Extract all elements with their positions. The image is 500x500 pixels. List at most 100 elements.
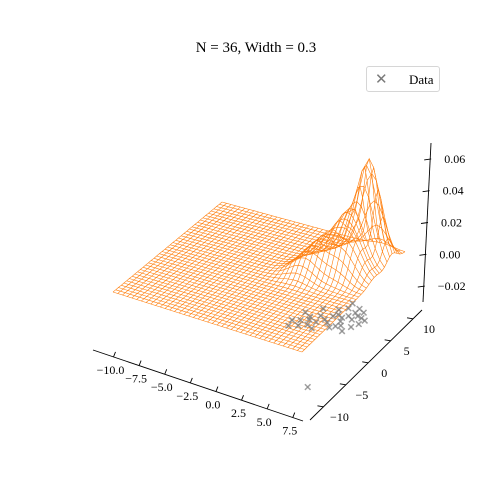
z-tick-mark [422, 190, 430, 193]
surface-line-y [142, 267, 331, 325]
scatter-point-stroke [306, 316, 313, 323]
scatter-point [360, 309, 368, 316]
scatter-point [317, 312, 324, 320]
surface-line-y [167, 246, 354, 303]
scatter-point-stroke [338, 314, 346, 322]
z-tick-label: −0.02 [438, 279, 466, 293]
scatter-point-stroke [345, 312, 352, 320]
surface-line-y [129, 278, 318, 338]
surface-line-y [172, 242, 359, 298]
x-tick-label: 2.5 [231, 406, 246, 420]
y-tick-mark [317, 405, 324, 408]
surface-line-y [205, 164, 390, 257]
scatter-point [323, 319, 331, 327]
x-tick-mark [266, 403, 270, 410]
surface-wireframe [112, 157, 406, 353]
x-axis: −10.0−7.5 −5.0−2.5 0.0 2.5 5.0 7.5 [92, 349, 304, 438]
surface-line-y [219, 204, 403, 254]
z-tick-mark [419, 253, 427, 256]
scatter-point-stroke [319, 305, 327, 313]
scatter-point-stroke [326, 324, 333, 331]
scatter-point-stroke [347, 323, 355, 331]
x-tick-mark [215, 386, 219, 392]
z-axis: −0.02 0.00 0.02 0.04 0.06 [417, 142, 466, 303]
scatter-point [361, 317, 369, 324]
scatter-point-stroke [302, 308, 309, 316]
y-tick-label: 5 [404, 344, 410, 358]
scatter-point-stroke [337, 322, 345, 329]
scatter-point-stroke [312, 318, 320, 326]
y-tick-mark [362, 361, 369, 364]
x-tick-label: −2.5 [176, 389, 198, 403]
surface-line-y [115, 289, 305, 350]
scatter-point [347, 323, 355, 331]
surface-line-y [175, 240, 362, 295]
scatter-point-stroke [297, 316, 304, 324]
z-tick-label: 0.02 [441, 216, 462, 230]
scatter-point-stroke [355, 320, 363, 328]
surface-line-y [216, 206, 401, 255]
z-tick-label: 0.04 [443, 184, 464, 198]
scatter-point-stroke [323, 319, 331, 327]
scatter-point [335, 306, 343, 314]
scatter-point-stroke [360, 309, 368, 316]
surface-line-y [134, 273, 323, 333]
scatter-point [319, 305, 327, 313]
scatter-point-stroke [348, 316, 356, 323]
surface-line-y [123, 282, 313, 343]
surface-line-y [151, 260, 339, 318]
surface-line-y [211, 172, 395, 253]
legend: ✕ Data [366, 66, 440, 92]
surface-line-y [148, 262, 336, 320]
x-axis-line [92, 349, 304, 422]
scatter-point [306, 316, 313, 323]
scatter-series [285, 300, 369, 391]
x-tick-label: −7.5 [125, 372, 147, 386]
x-tick-label: 7.5 [282, 424, 297, 438]
surface-line-y [162, 251, 349, 308]
surface-line-y [126, 280, 315, 340]
chart-title: N = 36, Width = 0.3 [196, 40, 317, 56]
legend-marker-x-icon: ✕ [375, 70, 388, 88]
surface-line-y [156, 255, 344, 313]
x-tick-mark [241, 395, 244, 401]
y-tick-label: 0 [381, 366, 387, 380]
y-tick-label: −10 [330, 410, 349, 424]
x-tick-label: −10.0 [97, 363, 125, 377]
surface-line-y [186, 231, 372, 281]
surface-line-y [189, 226, 375, 278]
surface-line-y [221, 201, 406, 252]
scatter-point [304, 383, 312, 391]
y-tick-label: 10 [423, 322, 435, 336]
y-tick-mark [384, 339, 391, 342]
scatter-point-stroke [304, 383, 312, 391]
y-axis: −10 −5 0 5 10 [309, 309, 435, 424]
scatter-point-stroke [308, 325, 316, 332]
surface-line-y [140, 269, 328, 328]
surface-line-y [213, 200, 398, 254]
y-tick-mark [406, 317, 414, 320]
surface-line-y [194, 211, 380, 274]
scatter-point [337, 322, 345, 329]
scatter-point [312, 318, 320, 326]
scatter-point-stroke [334, 311, 342, 318]
scatter-point [355, 320, 363, 328]
scatter-point [338, 327, 346, 335]
scatter-point [302, 308, 309, 316]
scatter-point [294, 322, 302, 329]
x-tick-label: 5.0 [257, 415, 272, 429]
scatter-point [288, 316, 296, 324]
scatter-point-stroke [304, 321, 311, 328]
scatter-point-stroke [285, 322, 292, 330]
scatter-point-stroke [349, 300, 356, 307]
x-tick-mark [189, 377, 193, 384]
surface-line-y [121, 285, 310, 345]
surface-line-y [200, 201, 385, 268]
z-tick-mark [417, 285, 425, 288]
x-tick-mark [292, 412, 296, 418]
surface-line-y [153, 258, 341, 315]
scatter-point-stroke [321, 316, 329, 323]
x-tick-label: 0.0 [205, 398, 220, 412]
y-tick-label: −5 [355, 388, 368, 402]
